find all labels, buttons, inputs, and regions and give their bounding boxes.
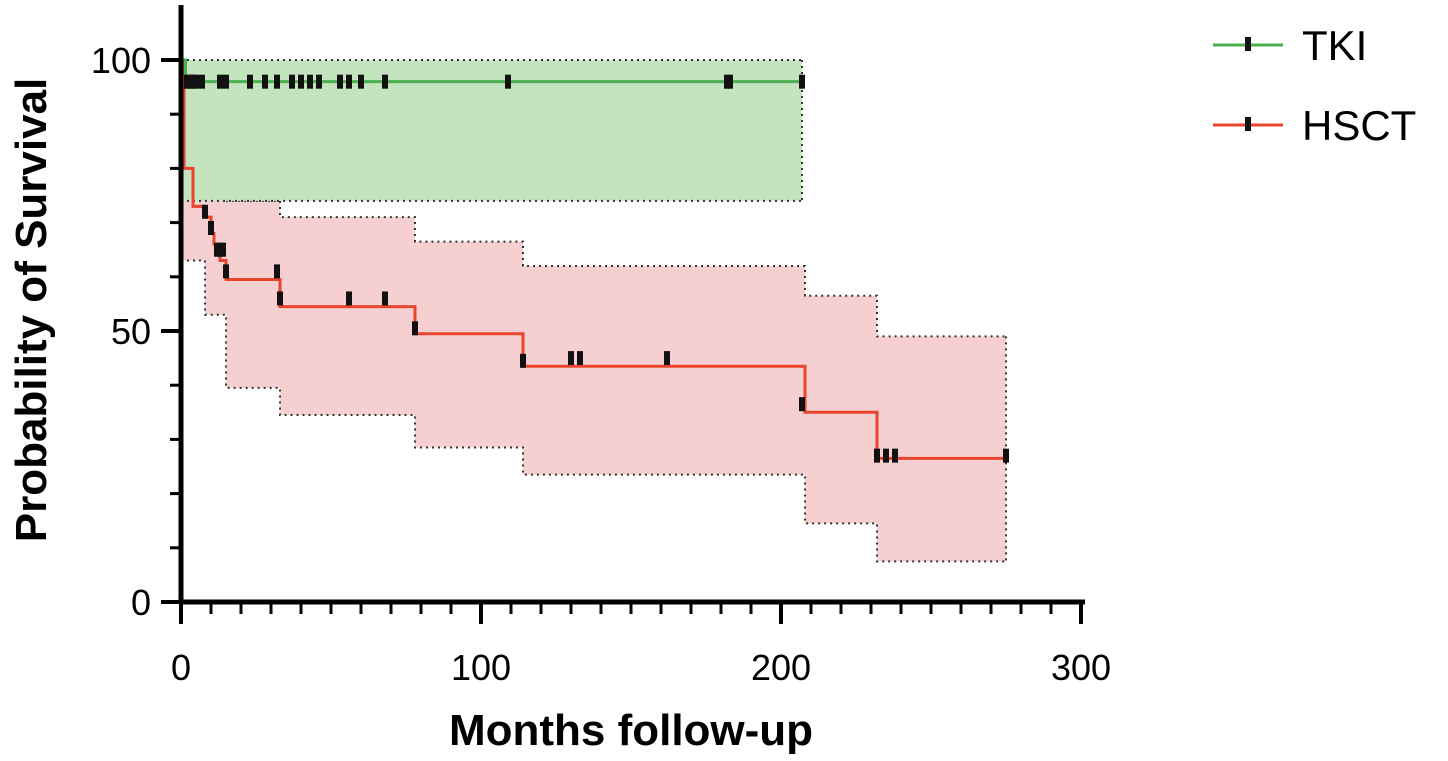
legend: TKI HSCT (1213, 22, 1416, 149)
legend-hsct-censor-mark (1245, 117, 1251, 131)
hsct-censor-mark (220, 242, 226, 257)
y-axis-title: Probability of Survival (7, 78, 56, 543)
tki-censor-mark (316, 74, 322, 89)
confidence-band-layer (181, 59, 1007, 563)
hsct-censor-mark (208, 221, 214, 236)
hsct-censor-mark (520, 353, 526, 368)
tki-censor-mark (337, 74, 343, 89)
tki-censor-mark (346, 74, 352, 89)
ticks-layer: 0 100 200 300 0 50 100 (91, 40, 1111, 688)
hsct-confidence-band (181, 60, 1006, 562)
tki-censor-mark (382, 74, 388, 89)
tki-censor-mark (289, 74, 295, 89)
x-tick-label: 100 (451, 647, 511, 688)
x-tick-label: 200 (751, 647, 811, 688)
tki-censor-mark (274, 74, 280, 89)
hsct-censor-mark (277, 291, 283, 306)
hsct-censor-mark (412, 321, 418, 336)
hsct-censor-mark (223, 264, 229, 279)
x-tick-label: 300 (1051, 647, 1111, 688)
tki-censor-mark (262, 74, 268, 89)
hsct-censor-mark (382, 291, 388, 306)
tki-censor-mark (193, 74, 199, 89)
tki-confidence-band (181, 60, 802, 201)
x-axis-title: Months follow-up (449, 706, 813, 755)
hsct-censor-mark (664, 351, 670, 366)
hsct-censor-mark (892, 448, 898, 463)
tki-censor-mark (247, 74, 253, 89)
tki-censor-mark (199, 74, 205, 89)
hsct-censor-mark (577, 351, 583, 366)
hsct-ci-upper-line (181, 59, 1006, 338)
tki-censor-mark (298, 74, 304, 89)
hsct-censor-mark (568, 351, 574, 366)
y-tick-label: 50 (111, 311, 151, 352)
hsct-censor-mark (202, 204, 208, 219)
legend-hsct-label: HSCT (1302, 102, 1416, 149)
hsct-survival-line (181, 58, 1006, 460)
x-tick-label: 0 (171, 647, 191, 688)
hsct-censor-mark (274, 264, 280, 279)
tki-censor-mark (358, 74, 364, 89)
hsct-censor-mark (874, 448, 880, 463)
tki-censor-mark (223, 74, 229, 89)
hsct-censor-mark (883, 448, 889, 463)
tki-censor-mark (307, 74, 313, 89)
legend-tki-censor-mark (1245, 37, 1251, 51)
hsct-censor-mark (1003, 448, 1009, 463)
legend-tki-label: TKI (1302, 22, 1367, 69)
tki-censor-mark (217, 74, 223, 89)
hsct-censor-mark (346, 291, 352, 306)
hsct-censor-mark (799, 397, 805, 412)
y-tick-label: 0 (131, 582, 151, 623)
tki-censor-mark (799, 74, 805, 89)
tki-censor-mark (727, 74, 733, 89)
y-tick-label: 100 (91, 40, 151, 81)
tki-censor-mark (505, 74, 511, 89)
